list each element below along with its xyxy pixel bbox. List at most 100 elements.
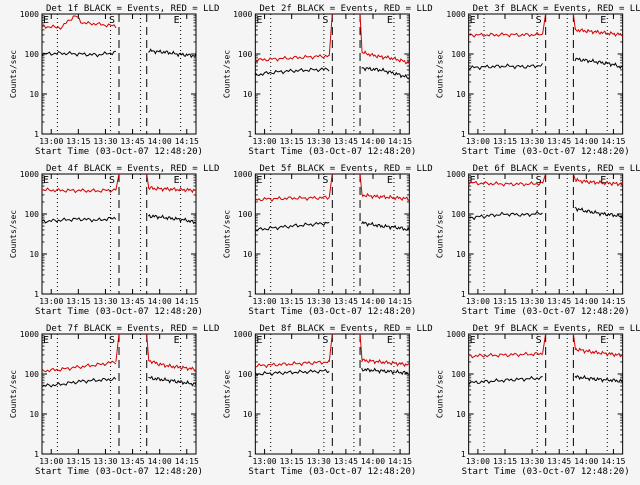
x-axis-label: Start Time (03-Oct-07 12:48:20) [35,467,203,477]
y-tick-label: 10 [243,250,253,259]
x-tick-label: 13:45 [121,457,145,466]
y-tick-label: 100 [451,210,466,219]
y-tick-label: 1 [248,450,253,459]
panel-title: Det 8f BLACK = Events, RED = LLD [259,324,432,334]
y-tick-label: 100 [451,370,466,379]
x-tick-label: 14:00 [361,297,385,306]
flag-label: S [322,175,328,186]
series-spike [328,173,333,198]
flag-label: S [322,335,328,346]
x-tick-label: 13:30 [520,457,544,466]
x-tick-label: 13:00 [39,457,63,466]
x-axis-label: Start Time (03-Oct-07 12:48:20) [248,147,416,157]
flag-label: E [43,175,49,186]
y-tick-label: 10 [456,250,466,259]
x-tick-label: 13:30 [307,137,331,146]
x-tick-label: 13:00 [466,457,490,466]
y-tick-label: 1000 [20,330,39,339]
x-tick-label: 13:00 [253,137,277,146]
series-line-post [147,185,197,194]
x-tick-label: 13:45 [547,457,571,466]
y-tick-label: 1000 [20,10,39,19]
series-line-pre [42,187,117,194]
series-line-pre [468,210,543,221]
x-tick-label: 13:30 [93,297,117,306]
x-tick-label: 13:15 [280,297,304,306]
x-tick-label: 13:15 [66,457,90,466]
x-tick-label: 13:00 [253,457,277,466]
x-axis-label: Start Time (03-Oct-07 12:48:20) [35,147,203,157]
x-axis-label: Start Time (03-Oct-07 12:48:20) [248,307,416,317]
x-tick-label: 14:15 [175,297,199,306]
series-line-pre [468,375,543,386]
flag-label: E [43,15,49,26]
y-tick-label: 1 [461,290,466,299]
x-tick-label: 13:30 [520,297,544,306]
series-line-pre [254,368,330,377]
y-tick-label: 10 [243,410,253,419]
y-tick-label: 1000 [233,10,252,19]
y-axis-label: Counts/sec [9,50,18,98]
series-line-post [361,220,410,231]
y-axis-label: Counts/sec [436,50,445,98]
flag-label: E [470,175,476,186]
x-tick-label: 14:00 [361,457,385,466]
x-tick-label: 13:30 [93,137,117,146]
flag-label: E [600,175,606,186]
x-tick-label: 13:45 [121,297,145,306]
x-tick-label: 14:00 [574,137,598,146]
flag-label: E [387,175,393,186]
y-axis-label: Counts/sec [436,210,445,258]
y-tick-label: 1 [34,130,39,139]
x-tick-label: 13:30 [520,137,544,146]
x-tick-label: 13:30 [307,457,331,466]
flag-label: E [174,335,180,346]
flag-label: E [600,335,606,346]
detector-panel-5: Det 5f BLACK = Events, RED = LLD Counts/s… [222,164,432,317]
y-axis-label: Counts/sec [222,210,231,258]
y-tick-label: 10 [456,90,466,99]
x-tick-label: 13:45 [334,137,358,146]
flag-label: S [536,175,542,186]
series-line-pre [41,360,117,373]
y-tick-label: 100 [25,50,40,59]
series-line-post [361,192,410,202]
y-tick-label: 1 [461,130,466,139]
y-tick-label: 1000 [446,10,465,19]
x-tick-label: 13:00 [39,297,63,306]
x-tick-label: 14:00 [574,457,598,466]
detector-panel-3: Det 3f BLACK = Events, RED = LLD Counts/s… [436,4,640,157]
flag-label: E [174,175,180,186]
x-tick-label: 13:00 [253,297,277,306]
x-tick-label: 13:45 [334,297,358,306]
x-tick-label: 14:15 [175,137,199,146]
flag-label: S [536,335,542,346]
y-tick-label: 1 [248,290,253,299]
y-tick-label: 1000 [446,330,465,339]
panel-title: Det 1f BLACK = Events, RED = LLD [46,4,219,14]
series-line-pre [41,15,117,30]
x-tick-label: 13:15 [493,457,517,466]
detector-panel-6: Det 6f BLACK = Events, RED = LLD Counts/s… [436,164,640,317]
y-tick-label: 100 [238,210,253,219]
x-tick-label: 13:45 [121,137,145,146]
series-line-post [148,375,197,387]
x-tick-label: 14:15 [388,137,412,146]
series-line-post [574,374,623,383]
series-line-pre [41,216,117,224]
series-line-post [361,358,410,368]
y-tick-label: 1 [34,290,39,299]
x-axis-label: Start Time (03-Oct-07 12:48:20) [462,147,630,157]
flag-label: S [109,15,115,26]
x-tick-label: 13:45 [547,137,571,146]
panel-title: Det 9f BLACK = Events, RED = LLD [473,324,640,334]
series-line-post [148,48,197,59]
series-spike [146,333,150,361]
y-tick-label: 100 [238,370,253,379]
series-spike [359,173,363,195]
flag-label: S [109,335,115,346]
flag-label: E [256,335,262,346]
detector-panel-8: Det 8f BLACK = Events, RED = LLD Counts/s… [222,324,432,477]
series-line-post [361,50,410,65]
y-tick-label: 100 [25,210,40,219]
